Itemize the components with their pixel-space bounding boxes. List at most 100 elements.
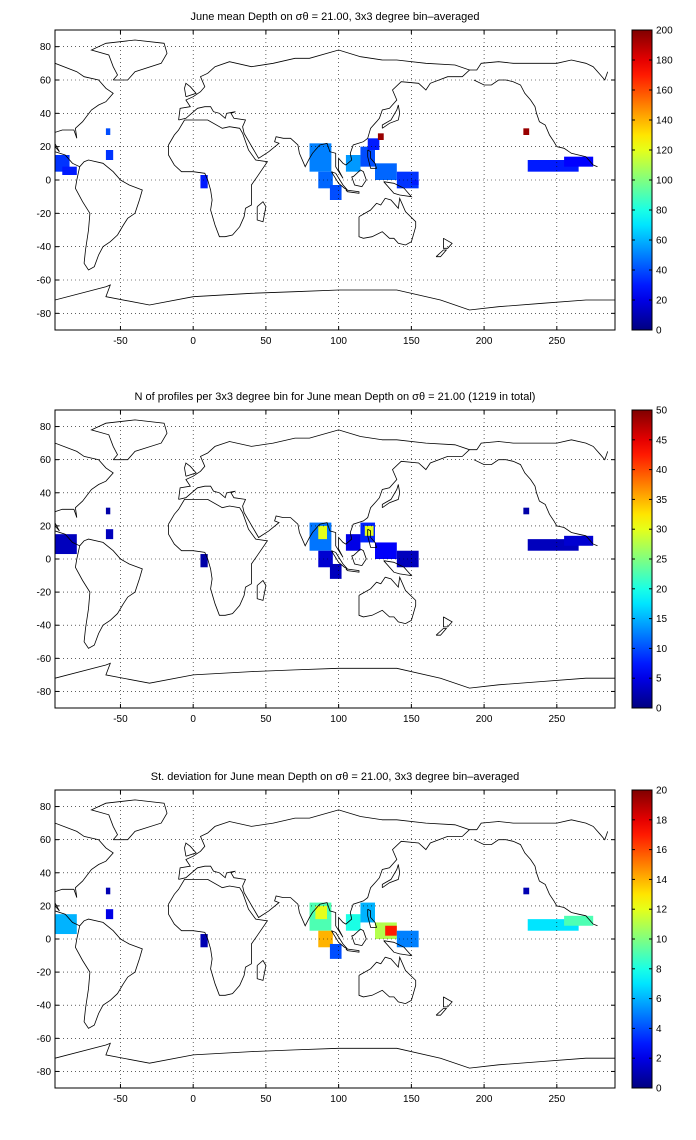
coastline <box>184 842 197 857</box>
colorbar-tick-label: 200 <box>656 26 673 37</box>
coastline <box>168 119 269 238</box>
x-tick-label: 200 <box>476 714 493 725</box>
coastline <box>473 79 598 168</box>
data-cell <box>329 185 342 200</box>
colorbar-tick-label: 10 <box>656 644 668 655</box>
data-cell <box>200 934 208 948</box>
coastline <box>367 528 378 548</box>
y-tick-label: -40 <box>37 1001 52 1012</box>
colorbar-tick-label: 20 <box>656 296 668 307</box>
y-tick-label: 0 <box>45 935 51 946</box>
coastline <box>358 955 417 1005</box>
coastline <box>178 49 471 179</box>
colorbar-tick-label: 120 <box>656 146 673 157</box>
coastline <box>351 928 367 947</box>
y-tick-label: 20 <box>40 142 52 153</box>
colorbar-tick-label: 40 <box>656 266 668 277</box>
colorbar-tick-label: 140 <box>656 116 673 127</box>
coastline <box>74 538 143 649</box>
data-cell <box>329 943 342 959</box>
coastline <box>358 196 417 246</box>
colorbar-tick-label: 20 <box>656 584 668 595</box>
coastline <box>90 799 168 841</box>
coastline <box>345 948 360 953</box>
x-tick-label: 0 <box>190 714 196 725</box>
data-cell <box>315 905 327 920</box>
colorbar-tick-label: 180 <box>656 56 673 67</box>
colorbar-tick-label: 15 <box>656 614 668 625</box>
colorbar-tick-label: 6 <box>656 994 662 1005</box>
coastline <box>55 284 615 330</box>
x-tick-label: 150 <box>403 336 420 347</box>
data-cell <box>200 554 208 568</box>
colorbar-tick-label: 100 <box>656 176 673 187</box>
colorbar-tick-label: 0 <box>656 704 662 715</box>
data-cell <box>318 171 333 189</box>
x-tick-label: 100 <box>330 1094 347 1105</box>
x-tick-label: -50 <box>113 1094 128 1105</box>
colorbar-tick-label: 12 <box>656 905 668 916</box>
x-tick-label: 150 <box>403 1094 420 1105</box>
coastline <box>55 426 114 532</box>
colorbar-tick-label: 0 <box>656 326 662 337</box>
data-cell <box>523 507 530 515</box>
x-tick-label: 200 <box>476 336 493 347</box>
coastline <box>367 149 378 169</box>
y-tick-label: 0 <box>45 555 51 566</box>
y-tick-label: -60 <box>37 654 52 665</box>
data-cell <box>105 128 111 135</box>
colorbar-tick-label: 160 <box>656 86 673 97</box>
coastline <box>345 568 360 573</box>
y-tick-label: 80 <box>40 42 52 53</box>
x-tick-label: 250 <box>548 336 565 347</box>
coastline <box>55 806 114 912</box>
colorbar-tick-label: 80 <box>656 206 668 217</box>
x-tick-label: -50 <box>113 336 128 347</box>
coastline <box>435 1008 448 1016</box>
map-layer <box>55 790 615 1088</box>
chart-title: St. deviation for June mean Depth on σθ … <box>151 771 520 783</box>
coastline <box>435 249 448 258</box>
x-tick-label: 100 <box>330 336 347 347</box>
y-tick-label: 80 <box>40 422 52 433</box>
data-cell <box>345 155 361 172</box>
y-tick-label: 0 <box>45 176 51 187</box>
data-cell <box>345 534 361 551</box>
coastline <box>55 146 60 152</box>
colorbar-tick-label: 45 <box>656 435 668 446</box>
coastline <box>381 864 401 889</box>
data-cell <box>318 550 333 568</box>
y-tick-label: -40 <box>37 621 52 632</box>
y-tick-label: -80 <box>37 687 52 698</box>
colorbar-tick-label: 35 <box>656 495 668 506</box>
data-cell <box>527 160 579 172</box>
coastline <box>351 169 367 188</box>
coastline <box>90 419 168 461</box>
coastline <box>345 189 360 194</box>
data-cell <box>318 930 333 948</box>
coastline <box>55 1042 615 1088</box>
coastline <box>178 809 471 938</box>
data-cell <box>105 529 114 540</box>
y-tick-label: 60 <box>40 455 52 466</box>
coastline <box>55 151 80 168</box>
data-cell <box>345 914 361 931</box>
coastline <box>184 462 197 477</box>
coastline <box>168 499 269 616</box>
data-cell <box>527 539 579 551</box>
coastline <box>55 910 80 927</box>
x-tick-label: 100 <box>330 714 347 725</box>
coastline <box>55 46 114 152</box>
colorbar-tick-label: 10 <box>656 935 668 946</box>
coastline <box>55 525 60 532</box>
coastline <box>469 819 609 841</box>
coastline <box>473 839 598 927</box>
coastline <box>381 104 401 129</box>
y-tick-label: 40 <box>40 868 52 879</box>
y-tick-label: 80 <box>40 802 52 813</box>
chart-title: N of profiles per 3x3 degree bin for Jun… <box>135 391 536 403</box>
colorbar-tick-label: 4 <box>656 1024 662 1035</box>
colorbar-tick-label: 25 <box>656 555 668 566</box>
y-tick-label: 60 <box>40 835 52 846</box>
